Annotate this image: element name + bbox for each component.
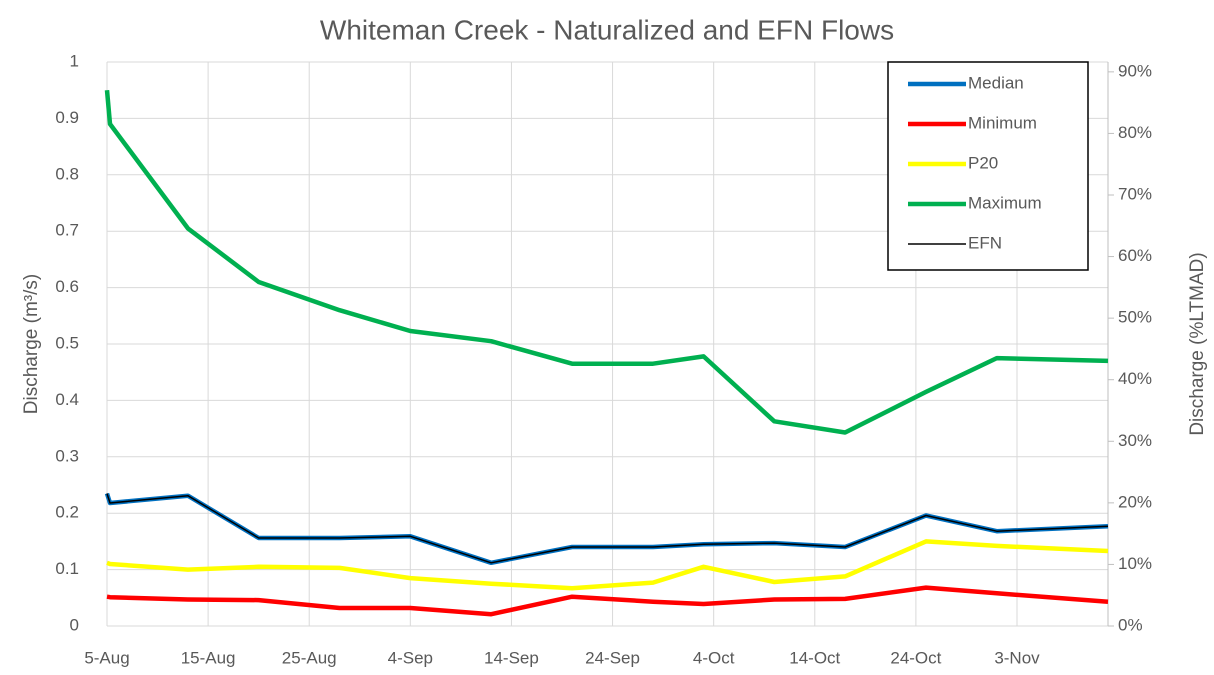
y2-tick-label: 80% [1118,123,1152,142]
x-tick-label: 24-Oct [890,648,941,667]
y2-axis-label: Discharge (%LTMAD) [1187,252,1208,435]
y2-tick-label: 20% [1118,492,1152,511]
x-tick-label: 3-Nov [994,648,1040,667]
series-line [106,539,1109,591]
legend-label: Median [968,73,1024,92]
chart-title: Whiteman Creek - Naturalized and EFN Flo… [320,14,894,45]
series-line [104,90,1109,435]
x-tick-label: 15-Aug [181,648,236,667]
x-tick-label: 5-Aug [84,648,129,667]
x-tick-label: 14-Oct [789,648,840,667]
y-tick-label: 0.5 [55,333,79,352]
y2-tick-label: 30% [1118,431,1152,450]
y2-tick-label: 50% [1118,308,1152,327]
y-tick-label: 0.9 [55,108,79,127]
y-tick-label: 0.8 [55,164,79,183]
x-tick-label: 14-Sep [484,648,539,667]
series-line [106,493,1109,564]
y2-tick-label: 90% [1118,61,1152,80]
x-tick-label: 4-Sep [388,648,433,667]
legend: Median Minimum P20 Maximum EFN [887,61,1089,271]
x-tick-label: 25-Aug [282,648,337,667]
legend-label: Maximum [968,193,1042,212]
y-tick-label: 0.2 [55,503,79,522]
y-tick-label: 0.6 [55,277,79,296]
y-axis-label: Discharge (m³/s) [21,274,42,414]
y-tick-label: 1 [70,51,79,70]
y-tick-label: 0.4 [55,390,79,409]
y2-tick-label: 0% [1118,615,1143,634]
y-tick-label: 0.7 [55,221,79,240]
legend-label: P20 [968,153,998,172]
y-tick-label: 0 [70,615,79,634]
legend-label: Minimum [968,113,1037,132]
x-tick-label: 24-Sep [585,648,640,667]
legend-label: EFN [968,233,1002,252]
y-tick-label: 0.3 [55,446,79,465]
y2-tick-label: 70% [1118,184,1152,203]
x-tick-label: 4-Oct [693,648,735,667]
y-tick-label: 0.1 [55,559,79,578]
y2-tick-label: 60% [1118,246,1152,265]
y2-tick-label: 10% [1118,554,1152,573]
y2-tick-label: 40% [1118,369,1152,388]
series-line [106,585,1109,617]
series-line [104,492,1109,566]
